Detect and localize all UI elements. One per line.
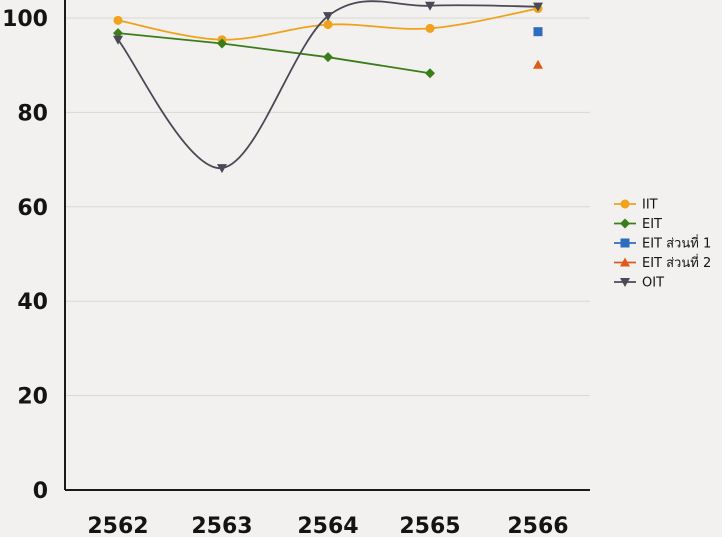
legend-label: EIT ส่วนที่ 1 — [642, 235, 711, 252]
y-tick-label: 80 — [17, 101, 48, 126]
data-point — [323, 20, 333, 30]
series-group — [113, 0, 543, 174]
x-tick-label: 2566 — [507, 514, 568, 537]
x-tick-label: 2564 — [297, 514, 358, 537]
data-point — [533, 2, 543, 12]
legend-label: OIT — [642, 276, 664, 291]
legend-item: EIT ส่วนที่ 2 — [614, 254, 711, 271]
series-iit-0 — [113, 4, 543, 45]
legend: IIT EIT EIT ส่วนที่ 1 EIT ส่วนที่ 2 OIT — [614, 198, 711, 291]
legend-label: EIT ส่วนที่ 2 — [642, 254, 711, 271]
y-tick-label: 20 — [17, 385, 48, 410]
legend-marker — [620, 278, 630, 287]
legend-item: EIT — [614, 217, 662, 232]
axes — [64, 0, 590, 491]
legend-label: IIT — [642, 198, 658, 213]
series-line — [117, 0, 539, 170]
series-line — [117, 32, 431, 75]
data-point — [533, 27, 543, 37]
data-point — [425, 68, 435, 79]
legend-marker — [620, 257, 630, 267]
x-tick-labels: 2562 2563 2564 2565 2566 — [87, 514, 568, 537]
x-tick-label: 2562 — [87, 514, 148, 537]
data-point — [113, 15, 123, 25]
series-eit-1-2 — [533, 27, 543, 37]
y-tick-label: 0 — [33, 479, 48, 504]
data-point — [217, 38, 227, 49]
series-eit-2-3 — [533, 59, 543, 69]
series-eit-1 — [113, 28, 435, 79]
legend-item: EIT ส่วนที่ 1 — [614, 235, 711, 252]
series-oit-4 — [113, 0, 543, 174]
data-point — [533, 59, 543, 69]
y-tick-label: 60 — [17, 196, 48, 221]
legend-marker — [620, 199, 630, 209]
data-point — [323, 12, 333, 22]
data-point — [425, 1, 435, 11]
data-point — [217, 164, 227, 174]
data-point — [113, 28, 123, 39]
y-tick-labels: 0 20 40 60 80 100 — [2, 7, 48, 504]
y-tick-label: 40 — [17, 290, 48, 315]
data-point — [113, 35, 123, 45]
x-tick-label: 2563 — [191, 514, 252, 537]
legend-marker — [620, 238, 630, 248]
legend-item: OIT — [614, 276, 664, 291]
y-tick-label: 100 — [2, 7, 48, 32]
legend-label: EIT — [642, 217, 662, 232]
data-point — [425, 23, 435, 33]
legend-marker — [620, 218, 630, 229]
data-point — [323, 52, 333, 63]
x-tick-label: 2565 — [399, 514, 460, 537]
legend-item: IIT — [614, 198, 658, 213]
